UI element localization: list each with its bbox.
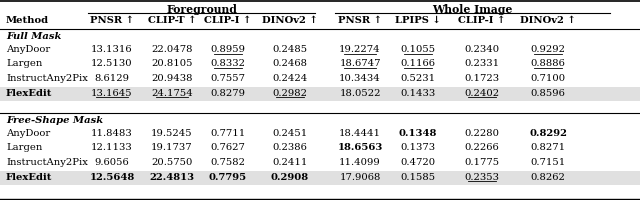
Text: 0.8332: 0.8332	[211, 59, 246, 68]
Text: 0.1348: 0.1348	[399, 128, 437, 137]
Text: 0.2353: 0.2353	[465, 172, 499, 181]
Bar	[0, 171, 640, 185]
Text: 0.2485: 0.2485	[273, 45, 308, 54]
Text: CLIP-I ↑: CLIP-I ↑	[458, 16, 506, 25]
Text: 18.6563: 18.6563	[337, 143, 383, 152]
Text: PNSR ↑: PNSR ↑	[90, 16, 134, 25]
Text: 0.1373: 0.1373	[401, 143, 436, 152]
Text: 0.8886: 0.8886	[531, 59, 565, 68]
Text: AnyDoor: AnyDoor	[6, 45, 51, 54]
Text: 0.1055: 0.1055	[401, 45, 436, 54]
Text: 0.8271: 0.8271	[531, 143, 566, 152]
Text: 0.5231: 0.5231	[401, 74, 436, 83]
Text: 0.2340: 0.2340	[465, 45, 500, 54]
Text: 0.2386: 0.2386	[273, 143, 307, 152]
Text: 0.9292: 0.9292	[531, 45, 566, 54]
Text: 0.2451: 0.2451	[273, 128, 308, 137]
Text: 0.8959: 0.8959	[211, 45, 246, 54]
Text: 8.6129: 8.6129	[95, 74, 129, 83]
Text: FlexEdit: FlexEdit	[6, 172, 52, 181]
Text: Largen: Largen	[6, 59, 42, 68]
Text: 0.1585: 0.1585	[401, 172, 436, 181]
Text: 0.2402: 0.2402	[465, 88, 500, 97]
Text: InstructAny2Pix: InstructAny2Pix	[6, 74, 88, 83]
Text: 0.1433: 0.1433	[401, 88, 436, 97]
Text: FlexEdit: FlexEdit	[6, 88, 52, 97]
Text: 0.7100: 0.7100	[531, 74, 566, 83]
Text: 19.5245: 19.5245	[151, 128, 193, 137]
Text: 0.7795: 0.7795	[209, 172, 247, 181]
Text: 0.1723: 0.1723	[465, 74, 500, 83]
Text: 0.2331: 0.2331	[465, 59, 500, 68]
Text: DINOv2 ↑: DINOv2 ↑	[262, 16, 318, 25]
Text: 0.4720: 0.4720	[401, 157, 436, 166]
Text: PNSR ↑: PNSR ↑	[338, 16, 382, 25]
Text: 19.2274: 19.2274	[339, 45, 381, 54]
Text: 0.8292: 0.8292	[529, 128, 567, 137]
Text: 0.2280: 0.2280	[465, 128, 499, 137]
Text: 0.1166: 0.1166	[401, 59, 435, 68]
Text: 0.1775: 0.1775	[465, 157, 500, 166]
Text: DINOv2 ↑: DINOv2 ↑	[520, 16, 576, 25]
Text: 0.7557: 0.7557	[211, 74, 246, 83]
Text: CLIP-T ↑: CLIP-T ↑	[148, 16, 196, 25]
Text: 0.7627: 0.7627	[211, 143, 245, 152]
Text: Whole Image: Whole Image	[432, 4, 513, 15]
Text: InstructAny2Pix: InstructAny2Pix	[6, 157, 88, 166]
Text: 0.2982: 0.2982	[273, 88, 307, 97]
Text: 18.4441: 18.4441	[339, 128, 381, 137]
Text: 17.9068: 17.9068	[339, 172, 381, 181]
Text: AnyDoor: AnyDoor	[6, 128, 51, 137]
Text: 19.1737: 19.1737	[151, 143, 193, 152]
Text: 0.2411: 0.2411	[272, 157, 308, 166]
Text: Full Mask: Full Mask	[6, 32, 61, 41]
Text: 22.4813: 22.4813	[149, 172, 195, 181]
Text: 24.1754: 24.1754	[151, 88, 193, 97]
Text: 0.8596: 0.8596	[531, 88, 565, 97]
Text: LPIPS ↓: LPIPS ↓	[395, 16, 441, 25]
Text: 0.8262: 0.8262	[531, 172, 565, 181]
Text: CLIP-I ↑: CLIP-I ↑	[204, 16, 252, 25]
Text: 0.7151: 0.7151	[531, 157, 566, 166]
Text: 0.8279: 0.8279	[211, 88, 246, 97]
Text: 20.9438: 20.9438	[151, 74, 193, 83]
Text: 0.2908: 0.2908	[271, 172, 309, 181]
Bar	[0, 87, 640, 101]
Text: 13.1316: 13.1316	[91, 45, 133, 54]
Text: 11.8483: 11.8483	[91, 128, 133, 137]
Text: 10.3434: 10.3434	[339, 74, 381, 83]
Text: 9.6056: 9.6056	[95, 157, 129, 166]
Text: 20.5750: 20.5750	[151, 157, 193, 166]
Text: 20.8105: 20.8105	[151, 59, 193, 68]
Text: 0.2266: 0.2266	[465, 143, 499, 152]
Text: 0.7711: 0.7711	[211, 128, 246, 137]
Text: 0.2468: 0.2468	[273, 59, 307, 68]
Text: 0.7582: 0.7582	[211, 157, 246, 166]
Text: Largen: Largen	[6, 143, 42, 152]
Text: 18.0522: 18.0522	[339, 88, 381, 97]
Text: 22.0478: 22.0478	[151, 45, 193, 54]
Text: 12.5130: 12.5130	[91, 59, 133, 68]
Text: 12.1133: 12.1133	[91, 143, 133, 152]
Text: Foreground: Foreground	[166, 4, 237, 15]
Text: Free-Shape Mask: Free-Shape Mask	[6, 115, 103, 124]
Text: 13.1645: 13.1645	[91, 88, 133, 97]
Text: 12.5648: 12.5648	[90, 172, 134, 181]
Text: 18.6747: 18.6747	[339, 59, 381, 68]
Text: Method: Method	[6, 16, 49, 25]
Text: 11.4099: 11.4099	[339, 157, 381, 166]
Text: 0.2424: 0.2424	[273, 74, 308, 83]
